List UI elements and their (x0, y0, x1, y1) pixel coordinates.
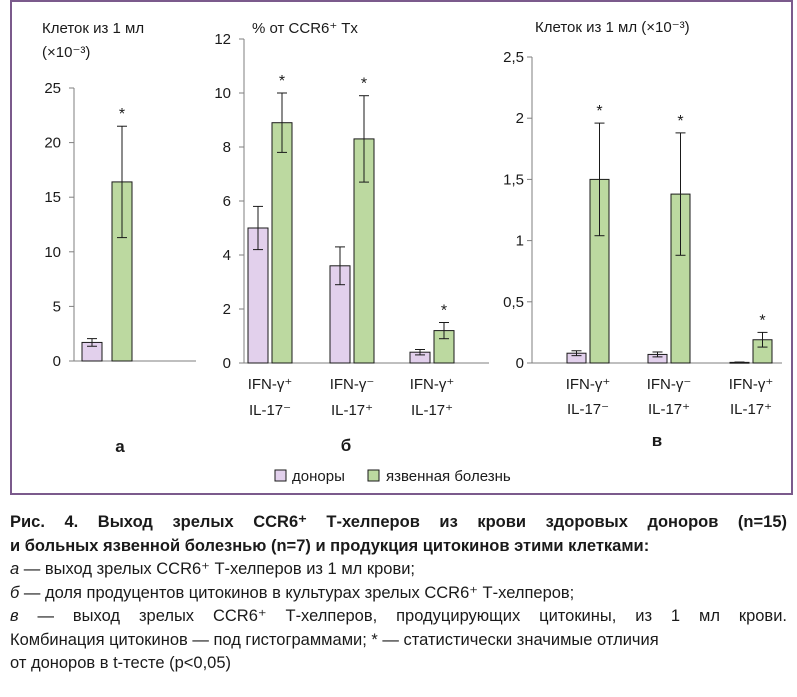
significance-asterisk-2-g1: * (279, 73, 285, 90)
caption-title-line-2: и больных язвенной болезнью (n=7) и прод… (10, 536, 650, 555)
significance-asterisk-3-g3: * (759, 312, 765, 329)
category-label-2-1-line2: IL-17⁻ (249, 402, 291, 419)
y-tick-label-2-1: 2 (223, 301, 231, 318)
figure-caption: Рис. 4. Выход зрелых CCR6⁺ Т-хелперов из… (10, 511, 787, 676)
caption-item-c: в — выход зрелых CCR6⁺ Т-хелперов, проду… (10, 605, 787, 629)
legend-label-1: доноры (292, 468, 345, 485)
y-tick-label-1-0: 0 (53, 353, 61, 370)
caption-title-line-1: Рис. 4. Выход зрелых CCR6⁺ Т-хелперов из… (10, 513, 787, 531)
category-label-2-3-line2: IL-17⁺ (411, 402, 453, 419)
category-label-2-1-line1: IFN-γ⁺ (248, 376, 293, 393)
category-label-3-2-line1: IFN-γ⁻ (647, 376, 692, 393)
y-tick-label-2-2: 4 (223, 247, 231, 264)
caption-line-ttest: от доноров в t-тесте (p<0,05) (10, 654, 232, 672)
caption-item-a: а — выход зрелых CCR6⁺ Т-хелперов из 1 м… (10, 558, 787, 582)
y-tick-label-1-4: 20 (44, 135, 61, 152)
category-label-3-2-line2: IL-17⁺ (648, 401, 690, 418)
category-label-2-3-line1: IFN-γ⁺ (410, 376, 455, 393)
caption-item-b: б — доля продуцентов цитокинов в культур… (10, 582, 787, 606)
caption-line-combination: Комбинация цитокинов — под гистограммами… (10, 630, 659, 649)
category-label-3-1-line2: IL-17⁻ (567, 401, 609, 418)
y-tick-label-1-5: 25 (44, 80, 61, 97)
panel-letter-2: б (341, 436, 352, 455)
caption-text-a: — выход зрелых CCR6⁺ Т-хелперов из 1 мл … (19, 560, 416, 578)
bar-2-g1-s2 (271, 122, 293, 364)
caption-letter-b: б (10, 583, 20, 602)
legend-label-2: язвенная болезнь (386, 468, 511, 485)
legend-swatch-1 (274, 469, 287, 482)
panel-letter-3: в (652, 431, 662, 450)
y-axis-label-1-1: Клеток из 1 мл (42, 20, 144, 37)
y-tick-label-3-3: 1,5 (503, 171, 524, 188)
significance-asterisk-3-g2: * (677, 113, 683, 130)
y-tick-label-1-2: 10 (44, 244, 61, 261)
y-axis-label-2-1: % от CCR6⁺ Tх (252, 20, 358, 37)
y-tick-label-1-1: 5 (53, 298, 61, 315)
y-tick-label-3-0: 0 (516, 355, 524, 372)
category-label-3-3-line2: IL-17⁺ (730, 401, 772, 418)
caption-text-b: — доля продуцентов цитокинов в культурах… (19, 583, 575, 602)
panel-letter-1: а (115, 437, 125, 456)
y-tick-label-2-4: 8 (223, 139, 231, 156)
caption-letter-a: а (10, 560, 20, 578)
category-label-3-3-line1: IFN-γ⁺ (729, 376, 774, 393)
y-tick-label-3-5: 2,5 (503, 49, 524, 66)
y-tick-label-2-3: 6 (223, 193, 231, 210)
significance-asterisk-1-g1: * (119, 106, 125, 123)
y-tick-label-2-6: 12 (214, 31, 231, 48)
y-tick-label-3-1: 0,5 (503, 294, 524, 311)
category-label-2-2-line1: IFN-γ⁻ (330, 376, 375, 393)
y-tick-label-2-0: 0 (223, 355, 231, 372)
legend-swatch-2 (367, 469, 380, 482)
y-tick-label-2-5: 10 (214, 85, 231, 102)
y-axis-label-1-2: (×10⁻³) (42, 44, 90, 61)
y-axis-label-3-1: Клеток из 1 мл (×10⁻³) (535, 19, 690, 36)
y-tick-label-3-4: 2 (516, 110, 524, 127)
significance-asterisk-2-g3: * (441, 303, 447, 320)
significance-asterisk-3-g1: * (596, 103, 602, 120)
category-label-3-1-line1: IFN-γ⁺ (566, 376, 611, 393)
y-tick-label-1-3: 15 (44, 189, 61, 206)
y-tick-label-3-2: 1 (516, 233, 524, 250)
significance-asterisk-2-g2: * (361, 76, 367, 93)
caption-letter-c: в (10, 607, 19, 625)
caption-text-c: — выход зрелых CCR6⁺ Т-хелперов, продуци… (18, 607, 787, 625)
figure-panel: Клеток из 1 мл (×10⁻³) 0 5 10 15 20 25 * а% от CC… (10, 0, 793, 495)
category-label-2-2-line2: IL-17⁺ (331, 402, 373, 419)
